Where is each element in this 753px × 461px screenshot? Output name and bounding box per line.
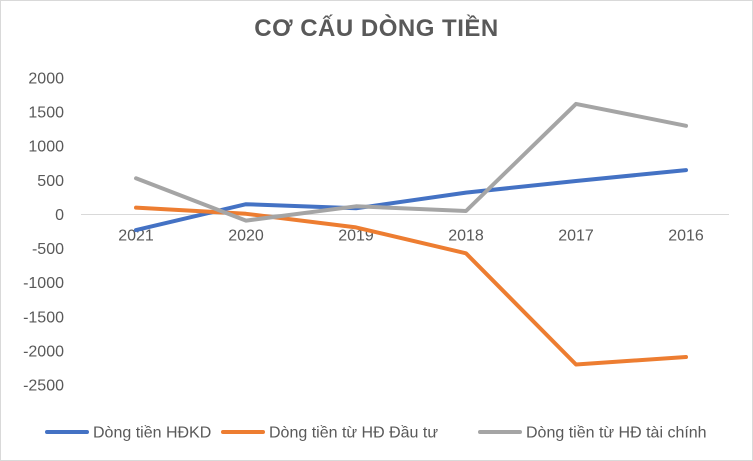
y-tick-label: 500 (37, 173, 64, 190)
data-point (574, 363, 578, 367)
data-point (134, 228, 138, 232)
data-point (684, 124, 688, 128)
data-point (464, 191, 468, 195)
x-tick-label: 2019 (338, 227, 374, 244)
y-tick-label: 1500 (28, 105, 64, 122)
legend-label: Dòng tiền HĐKD (93, 425, 211, 442)
data-point (464, 209, 468, 213)
data-point (684, 168, 688, 172)
data-point (244, 212, 248, 216)
y-tick-label: -500 (32, 241, 64, 258)
x-tick-label: 2021 (118, 227, 154, 244)
series-line-2 (134, 205, 688, 367)
y-tick-label: -2000 (23, 343, 64, 360)
data-point (134, 176, 138, 180)
y-tick-label: 0 (55, 207, 64, 224)
data-point (574, 179, 578, 183)
chart-title: CƠ CẤU DÒNG TIỀN (254, 15, 499, 42)
x-tick-label: 2020 (228, 227, 264, 244)
series-line-3 (134, 101, 688, 223)
x-tick-label: 2018 (448, 227, 484, 244)
data-point (244, 219, 248, 223)
data-point (134, 206, 138, 210)
data-point (464, 251, 468, 255)
data-point (684, 355, 688, 359)
y-tick-label: -1500 (23, 309, 64, 326)
y-tick-label: -2500 (23, 378, 64, 395)
x-tick-label: 2017 (558, 227, 594, 244)
data-point (574, 102, 578, 106)
y-tick-label: 2000 (28, 71, 64, 88)
y-tick-label: 1000 (28, 139, 64, 156)
series-line-1 (134, 168, 688, 233)
data-point (354, 225, 358, 229)
x-tick-label: 2016 (668, 227, 704, 244)
data-point (244, 202, 248, 206)
legend-label: Dòng tiền từ HĐ tài chính (526, 425, 707, 442)
legend-label: Dòng tiền từ HĐ Đầu tư (269, 425, 438, 442)
data-point (354, 204, 358, 208)
y-tick-label: -1000 (23, 275, 64, 292)
